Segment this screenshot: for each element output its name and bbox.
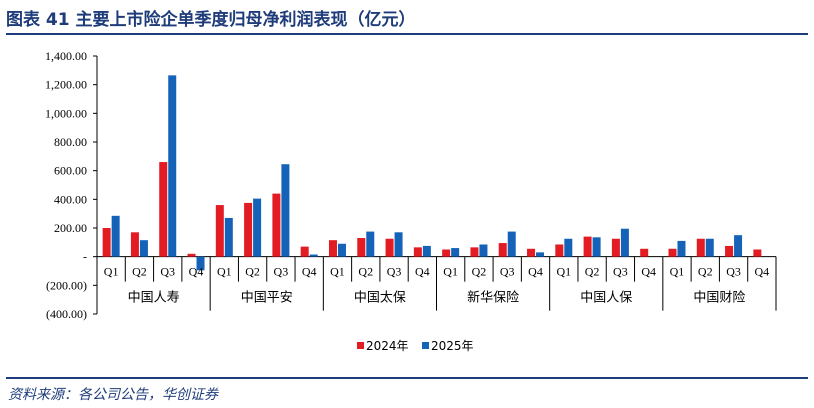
x-quarter-label: Q3 xyxy=(387,265,402,279)
bar-chart: (400.00) (200.00) - 200.00 400.00 600.00 800.0… xyxy=(45,49,777,353)
x-quarter-label: Q3 xyxy=(274,265,289,279)
x-quarter-label: Q2 xyxy=(358,265,373,279)
x-quarter-label: Q2 xyxy=(132,265,147,279)
x-group-label: 中国人寿 xyxy=(128,291,180,306)
x-quarter-label: Q3 xyxy=(613,265,628,279)
title-divider xyxy=(6,33,808,35)
x-quarter-label: Q1 xyxy=(670,265,685,279)
y-tick-label: 1,200.00 xyxy=(45,78,87,92)
bar-2024 xyxy=(696,238,705,257)
bar-2025 xyxy=(253,198,262,257)
x-quarter-label: Q2 xyxy=(245,265,260,279)
bar-2025 xyxy=(281,164,290,257)
bar-2024 xyxy=(498,243,507,257)
bar-2025 xyxy=(309,254,318,257)
x-group-label: 新华保险 xyxy=(467,290,519,306)
x-quarter-label: Q1 xyxy=(217,265,232,279)
legend-swatch-2024 xyxy=(357,342,364,349)
bar-2024 xyxy=(272,193,281,257)
bar-2025 xyxy=(224,217,233,257)
bar-2025 xyxy=(479,244,488,257)
x-group-label: 中国太保 xyxy=(354,291,406,306)
bar-2024 xyxy=(753,249,762,257)
x-quarter-label: Q4 xyxy=(528,265,543,279)
bar-2024 xyxy=(357,238,366,257)
x-group-label: 中国人保 xyxy=(580,291,632,306)
y-tick-label: 400.00 xyxy=(54,192,87,206)
bar-2025 xyxy=(196,256,205,271)
bar-2024 xyxy=(300,246,309,257)
bar-2024 xyxy=(640,248,649,257)
bar-2024 xyxy=(385,238,394,257)
bar-2025 xyxy=(168,75,177,257)
bar-2025 xyxy=(451,248,460,257)
bar-2025 xyxy=(536,252,545,257)
bar-2024 xyxy=(244,202,253,257)
bar-2025 xyxy=(139,240,148,257)
x-quarter-label: Q1 xyxy=(443,265,458,279)
bar-2024 xyxy=(583,236,592,257)
bar-2024 xyxy=(725,245,734,257)
bar-2024 xyxy=(159,162,168,257)
bar-2024 xyxy=(102,228,111,257)
bar-2024 xyxy=(555,244,564,257)
x-quarter-label: Q3 xyxy=(500,265,515,279)
bar-2025 xyxy=(705,238,714,257)
bar-2024 xyxy=(187,253,196,257)
bar-2025 xyxy=(394,232,403,257)
legend-swatch-2025 xyxy=(422,342,429,349)
figure-title: 图表 41 主要上市险企单季度归母净利润表现（亿元） xyxy=(6,10,416,30)
x-quarter-label: Q2 xyxy=(698,265,713,279)
bar-2025 xyxy=(564,238,573,257)
x-quarter-label: Q4 xyxy=(302,265,317,279)
bar-2025 xyxy=(337,243,346,257)
chart-container: (400.00) (200.00) - 200.00 400.00 600.00 800.0… xyxy=(0,34,814,374)
x-quarter-label: Q4 xyxy=(189,265,204,279)
x-quarter-label: Q3 xyxy=(160,265,175,279)
y-tick-label: (400.00) xyxy=(46,307,87,321)
x-quarter-label: Q4 xyxy=(415,265,430,279)
bar-2025 xyxy=(620,228,629,257)
figure-header: 图表 41 主要上市险企单季度归母净利润表现（亿元） xyxy=(6,2,808,35)
y-tick-label: 1,000.00 xyxy=(45,106,87,120)
x-group-label: 中国平安 xyxy=(241,291,293,306)
bar-2025 xyxy=(111,215,120,257)
bar-2024 xyxy=(328,240,337,257)
legend-label: 2025年 xyxy=(431,339,474,353)
x-quarter-label: Q1 xyxy=(104,265,119,279)
x-quarter-label: Q2 xyxy=(585,265,600,279)
source-note: 资料来源：各公司公告，华创证券 xyxy=(8,387,218,403)
bar-2024 xyxy=(215,205,224,257)
x-group-label: 中国财险 xyxy=(693,291,745,306)
x-quarter-label: Q3 xyxy=(726,265,741,279)
x-quarter-label: Q4 xyxy=(755,265,770,279)
bar-2025 xyxy=(592,237,601,257)
bar-2025 xyxy=(422,245,431,257)
x-quarter-label: Q2 xyxy=(472,265,487,279)
bar-2024 xyxy=(668,248,677,257)
y-tick-label: 600.00 xyxy=(54,164,87,178)
bar-2025 xyxy=(734,235,743,257)
bar-2025 xyxy=(507,231,516,257)
y-tick-label: - xyxy=(83,250,87,264)
y-tick-label: 800.00 xyxy=(54,135,87,149)
bar-2025 xyxy=(366,231,375,257)
x-quarter-label: Q4 xyxy=(641,265,656,279)
y-tick-label: 200.00 xyxy=(54,221,87,235)
bar-2024 xyxy=(442,249,451,257)
y-tick-label: 1,400.00 xyxy=(45,49,87,63)
bar-2024 xyxy=(527,248,536,257)
bar-2024 xyxy=(470,247,479,257)
bar-2024 xyxy=(413,247,422,257)
bar-2024 xyxy=(130,232,139,257)
bar-2024 xyxy=(611,238,620,257)
legend-label: 2024年 xyxy=(366,339,409,353)
bar-2025 xyxy=(677,240,686,257)
footer-divider xyxy=(6,377,808,379)
y-tick-label: (200.00) xyxy=(46,278,87,292)
x-quarter-label: Q1 xyxy=(556,265,571,279)
x-quarter-label: Q1 xyxy=(330,265,345,279)
